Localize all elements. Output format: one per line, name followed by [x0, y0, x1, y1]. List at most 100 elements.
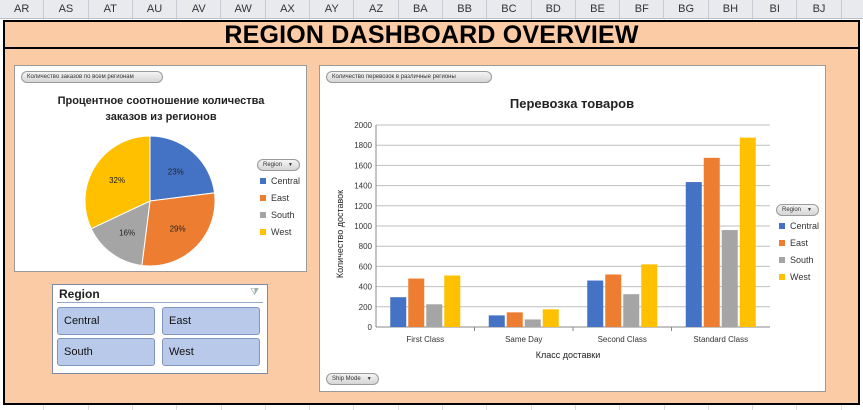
bar-field-button-label: Количество перевозок в различные регионы: [332, 74, 456, 80]
bar-chart: Перевозка товаров Количество доставок Кл…: [335, 96, 770, 360]
bar-south-first-class[interactable]: [426, 304, 443, 327]
y-tick-label: 200: [359, 303, 373, 312]
pie-data-label: 16%: [119, 229, 135, 238]
ship-mode-filter[interactable]: Ship Mode ▼: [326, 373, 379, 385]
legend-swatch-west: [260, 228, 266, 235]
column-header-bf[interactable]: BF: [620, 0, 665, 19]
pie-title-line1: Процентное соотношение количества: [58, 95, 266, 107]
slicer-button-south[interactable]: South: [57, 338, 155, 366]
x-tick-label: Same Day: [505, 335, 542, 344]
column-header-bd[interactable]: BD: [532, 0, 576, 19]
legend-item: West: [779, 268, 819, 285]
slicer-button-west[interactable]: West: [162, 338, 260, 366]
legend-item: West: [260, 223, 300, 240]
bar-west-same-day[interactable]: [542, 309, 559, 327]
slicer-title: Region: [59, 287, 100, 301]
bar-east-same-day[interactable]: [506, 312, 523, 327]
pie-slice-east[interactable]: [141, 192, 216, 267]
legend-label: Central: [271, 175, 301, 186]
bar-west-first-class[interactable]: [444, 275, 461, 327]
slicer-button-central[interactable]: Central: [57, 307, 155, 335]
x-axis-label: Класс доставки: [536, 350, 601, 360]
legend-label: South: [790, 254, 814, 265]
bar-central-second-class[interactable]: [587, 280, 604, 327]
bar-legend-filter[interactable]: Region ▼: [776, 204, 819, 216]
y-tick-label: 1200: [354, 202, 372, 211]
legend-swatch-east: [260, 194, 266, 201]
pie-legend-filter-label: Region: [263, 162, 283, 168]
pie-legend: Central East South West: [260, 172, 300, 240]
slicer-divider: [57, 302, 263, 303]
column-header-bh[interactable]: BH: [709, 0, 754, 19]
bar-field-button[interactable]: Количество перевозок в различные регионы: [326, 71, 492, 83]
bar-central-first-class[interactable]: [390, 297, 407, 327]
column-header-az[interactable]: AZ: [354, 0, 399, 19]
column-header-be[interactable]: BE: [576, 0, 621, 19]
y-tick-label: 600: [359, 262, 373, 271]
pie-data-label: 29%: [170, 225, 186, 234]
worksheet[interactable]: REGION DASHBOARD OVERVIEW Количество зак…: [0, 19, 863, 410]
y-axis-label: Количество доставок: [335, 190, 345, 278]
bar-central-standard-class[interactable]: [685, 182, 702, 327]
legend-swatch-west: [779, 273, 785, 280]
column-header-au[interactable]: AU: [133, 0, 178, 19]
dropdown-arrow-icon: ▼: [807, 207, 812, 213]
column-header-bg[interactable]: BG: [664, 0, 709, 19]
column-header-at[interactable]: AT: [89, 0, 133, 19]
y-tick-label: 400: [359, 283, 373, 292]
bar-east-standard-class[interactable]: [703, 157, 720, 327]
bar-east-first-class[interactable]: [408, 278, 425, 327]
title-divider: [5, 47, 858, 49]
column-header-av[interactable]: AV: [177, 0, 222, 19]
slicer-button-east[interactable]: East: [162, 307, 260, 335]
column-header-ay[interactable]: AY: [310, 0, 355, 19]
x-tick-label: Second Class: [598, 335, 647, 344]
legend-label: West: [271, 226, 292, 237]
dropdown-arrow-icon: ▼: [288, 162, 293, 168]
region-slicer[interactable]: Region ⧩ Central East South West: [52, 284, 268, 374]
column-header-ba[interactable]: BA: [399, 0, 443, 19]
legend-label: East: [271, 192, 290, 203]
bar-south-second-class[interactable]: [623, 294, 640, 327]
x-tick-label: First Class: [406, 335, 444, 344]
legend-label: West: [790, 271, 811, 282]
pie-field-button-label: Количество заказов по всем регионам: [27, 74, 134, 80]
bar-legend: Central East South West: [779, 217, 819, 285]
column-header-ar[interactable]: AR: [0, 0, 45, 19]
legend-item: South: [260, 206, 300, 223]
y-tick-label: 1600: [354, 161, 372, 170]
bar-west-standard-class[interactable]: [739, 137, 756, 327]
pie-legend-filter[interactable]: Region ▼: [257, 159, 300, 171]
y-tick-label: 1000: [354, 222, 372, 231]
dropdown-arrow-icon: ▼: [366, 376, 372, 382]
pie-data-label: 23%: [168, 168, 184, 177]
legend-item: East: [260, 189, 300, 206]
bar-chart-panel[interactable]: Количество перевозок в различные регионы…: [319, 65, 826, 392]
column-header-bb[interactable]: BB: [443, 0, 488, 19]
legend-item: Central: [260, 172, 300, 189]
pie-slice-south[interactable]: [90, 200, 151, 267]
bar-west-second-class[interactable]: [641, 264, 658, 327]
legend-item: Central: [779, 217, 819, 234]
bar-central-same-day[interactable]: [488, 315, 505, 327]
column-header-ax[interactable]: AX: [266, 0, 311, 19]
bar-east-second-class[interactable]: [605, 274, 622, 327]
dashboard-title: REGION DASHBOARD OVERVIEW: [224, 21, 639, 49]
pie-chart-panel[interactable]: Количество заказов по всем регионам Проц…: [14, 65, 307, 272]
column-header-as[interactable]: AS: [44, 0, 89, 19]
x-tick-label: Standard Class: [693, 335, 748, 344]
legend-swatch-south: [779, 256, 785, 263]
column-header-aw[interactable]: AW: [221, 0, 266, 19]
pie-field-button[interactable]: Количество заказов по всем регионам: [21, 71, 163, 83]
pie-slice-central[interactable]: [149, 135, 216, 202]
column-header-bj[interactable]: BJ: [797, 0, 842, 19]
column-header-bi[interactable]: BI: [753, 0, 798, 19]
column-header-bc[interactable]: BC: [487, 0, 532, 19]
pie-chart: Процентное соотношение количества заказо…: [58, 95, 266, 267]
bar-south-standard-class[interactable]: [721, 230, 738, 327]
clear-filter-icon[interactable]: ⧩: [250, 287, 259, 298]
bar-south-same-day[interactable]: [524, 319, 541, 327]
legend-swatch-central: [260, 177, 266, 184]
legend-label: Central: [790, 220, 820, 231]
pie-slice-west[interactable]: [84, 135, 151, 230]
